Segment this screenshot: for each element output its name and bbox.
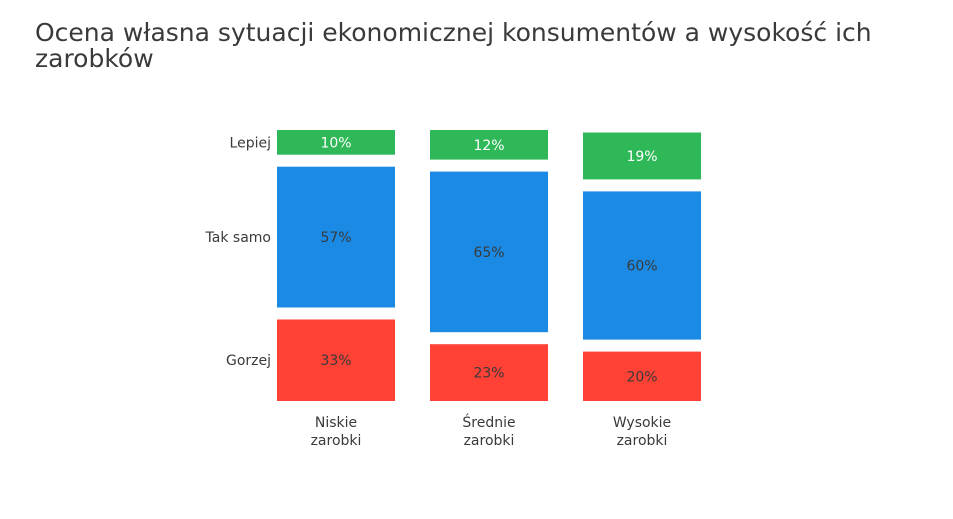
value-label: 19% [626,149,657,165]
value-label: 33% [320,353,351,369]
value-label: 23% [473,366,504,382]
category-label: Wysokie [613,415,671,431]
value-label: 57% [320,230,351,246]
category-label: zarobki [464,433,515,449]
bar-gorzej-1 [277,319,395,401]
row-label-gorzej: Gorzej [226,353,271,369]
bar-tak-samo-3 [583,191,701,340]
value-label: 10% [320,135,351,151]
bar-tak-samo-1 [277,166,395,308]
value-label: 60% [626,259,657,275]
value-label: 65% [473,245,504,261]
row-label-tak-samo: Tak samo [205,230,271,246]
category-label: zarobki [311,433,362,449]
bar-gorzej-3 [583,351,701,401]
bar-lepiej-3 [583,132,701,180]
row-label-lepiej: Lepiej [230,135,271,151]
value-label: 20% [626,369,657,385]
bar-tak-samo-2 [430,171,548,333]
category-label: zarobki [617,433,668,449]
category-label: Niskie [315,415,357,431]
chart-title: Ocena własna sytuacji ekonomicznej konsu… [35,18,872,73]
category-label: Średnie [462,413,515,431]
value-label: 12% [473,138,504,154]
bar-gorzej-2 [430,344,548,401]
bar-lepiej-2 [430,130,548,160]
bar-lepiej-1 [277,130,395,155]
